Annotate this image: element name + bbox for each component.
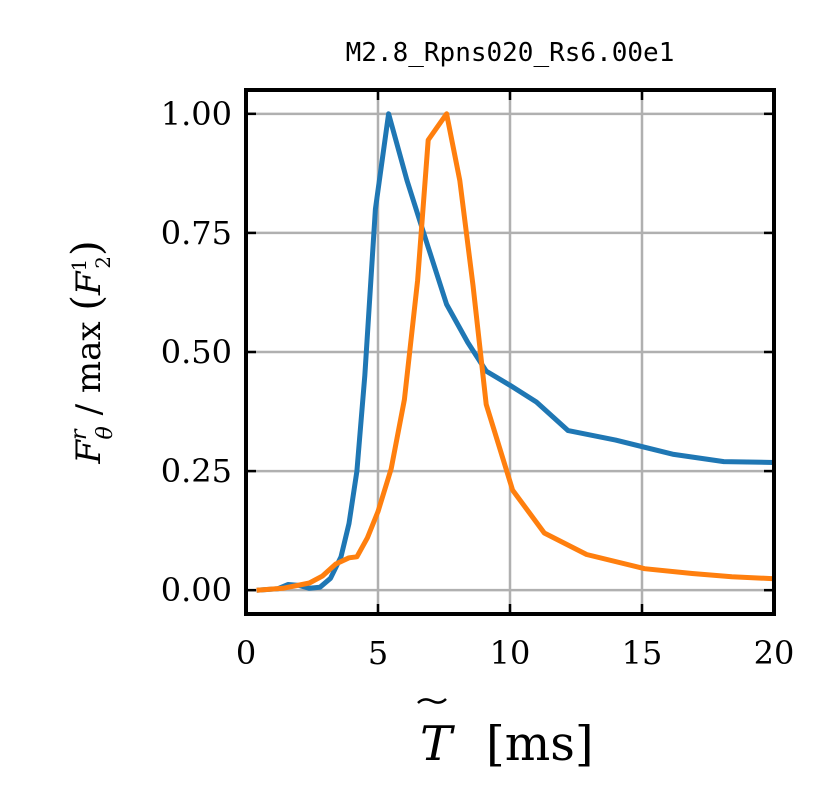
x-tick-label: 15 (622, 634, 663, 672)
series-line-series-2 (256, 111, 775, 593)
series-line-series-1 (256, 111, 775, 593)
y-tick-label: 0.50 (161, 333, 232, 371)
y-tick-label: 0.00 (161, 571, 232, 609)
x-tick-label: 10 (490, 634, 531, 672)
x-axis-label-text: T (420, 716, 455, 772)
chart-title: M2.8_Rpns020_Rs6.00e1 (346, 38, 675, 68)
y-axis-label: Frθ / max (F12) (64, 240, 118, 464)
plot-frame (244, 88, 776, 616)
series-layer (256, 111, 775, 593)
x-tick-labels: 0 5 10 15 20 (236, 634, 795, 672)
x-axis-label: T [ms] (417, 698, 594, 772)
x-tick-label: 0 (236, 634, 256, 672)
x-tick-label: 5 (368, 634, 388, 672)
y-tick-label: 0.25 (161, 452, 232, 490)
x-label-tilde (417, 698, 447, 704)
y-axis-label-text: Frθ / max (F12) (64, 240, 118, 464)
y-tick-label: 1.00 (161, 95, 232, 133)
x-axis-label-unit: [ms] (486, 716, 594, 772)
y-tick-label: 0.75 (161, 214, 232, 252)
x-tick-label: 20 (754, 634, 795, 672)
y-tick-labels: 0.00 0.25 0.50 0.75 1.00 (161, 95, 232, 609)
